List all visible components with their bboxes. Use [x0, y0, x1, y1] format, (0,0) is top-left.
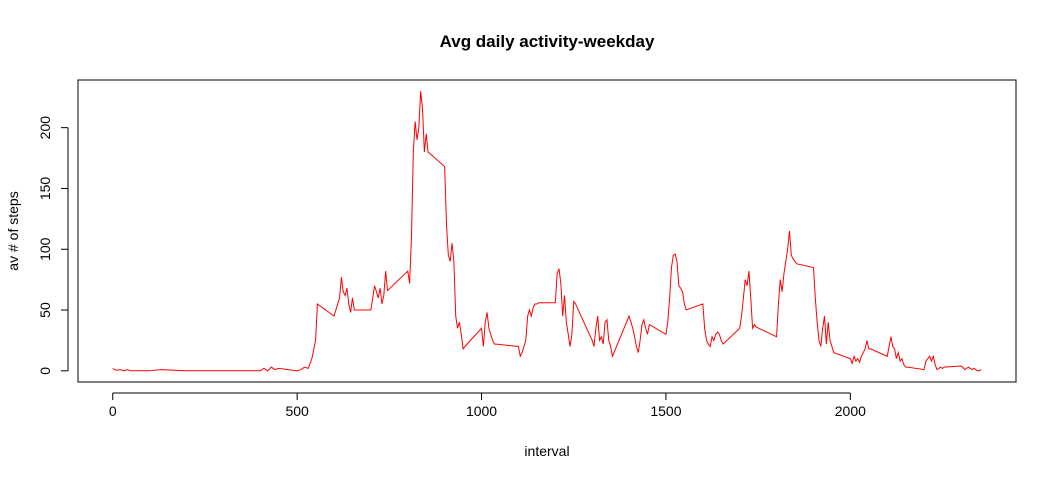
x-tick-label: 0 [109, 403, 117, 419]
y-axis-label: av # of steps [5, 191, 21, 270]
y-tick-label: 100 [37, 237, 53, 261]
plot-box [77, 79, 1017, 383]
y-tick-label: 150 [37, 177, 53, 201]
data-line [112, 91, 982, 372]
x-tick-label: 1500 [650, 403, 681, 419]
y-tick-label: 50 [37, 302, 53, 318]
x-tick-label: 1000 [466, 403, 497, 419]
y-tick-label: 200 [37, 116, 53, 140]
x-tick-label: 500 [285, 403, 309, 419]
chart-title: Avg daily activity-weekday [440, 32, 655, 51]
x-tick-label: 2000 [835, 403, 866, 419]
y-tick-label: 0 [37, 367, 53, 375]
x-axis-label: interval [524, 443, 569, 459]
